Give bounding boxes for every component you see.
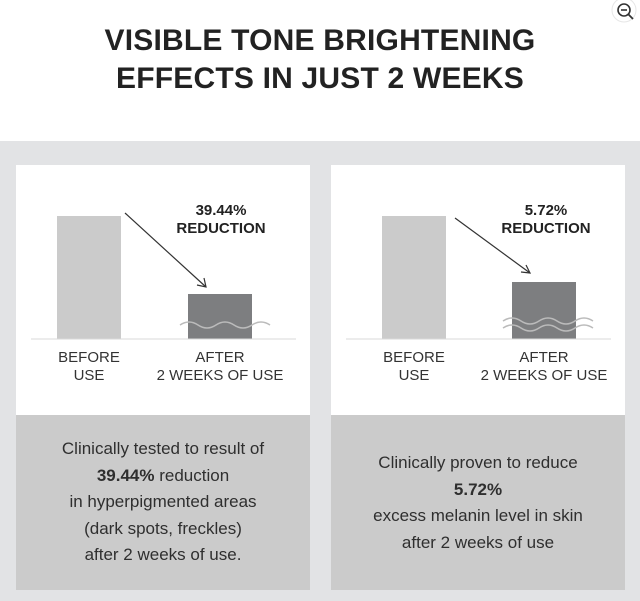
reduction-label: 5.72% REDUCTION [491, 202, 601, 238]
zoom-out-icon [611, 0, 637, 23]
before-label: BEFORE USE [383, 349, 445, 384]
zoom-out-button[interactable] [609, 0, 639, 28]
comparison-chart [31, 212, 296, 340]
arrow-head [196, 277, 207, 288]
bar-before [382, 216, 446, 339]
description-box: Clinically tested to result of 39.44% re… [16, 415, 310, 590]
bar-before [57, 216, 121, 339]
highlight-value: 39.44% [96, 465, 155, 485]
description-text: Clinically tested to result of 39.44% re… [61, 439, 265, 564]
wave-decoration [502, 324, 594, 332]
title-line-2: EFFECTS IN JUST 2 WEEKS [116, 62, 524, 95]
bar-after [188, 294, 252, 339]
wave-decoration [502, 317, 594, 325]
after-label: AFTER 2 WEEKS OF USE [156, 349, 284, 384]
description-box: Clinically proven to reduce 5.72% excess… [331, 415, 625, 590]
after-label: AFTER 2 WEEKS OF USE [480, 349, 608, 384]
card-melanin: 5.72% REDUCTION BEFORE USE AFTER 2 WEEKS… [331, 165, 625, 590]
card-dark-spots: 39.44% REDUCTION BEFORE USE AFTER 2 WEEK… [16, 165, 310, 590]
comparison-chart [346, 216, 611, 340]
description-text: Clinically proven to reduce 5.72% excess… [331, 450, 625, 556]
reduction-text: REDUCTION [176, 220, 266, 237]
wave-decoration [179, 321, 271, 329]
before-label: BEFORE USE [58, 349, 120, 384]
reduction-value: 39.44% [195, 202, 247, 219]
arrow-line [124, 212, 207, 288]
highlight-value: 5.72% [453, 479, 503, 499]
arrow-head [520, 264, 532, 274]
reduction-text: REDUCTION [501, 220, 591, 237]
reduction-label: 39.44% REDUCTION [166, 202, 276, 238]
arrow-line [454, 217, 531, 274]
reduction-value: 5.72% [524, 202, 568, 219]
title-line-1: VISIBLE TONE BRIGHTENING [104, 24, 536, 57]
page-title: VISIBLE TONE BRIGHTENING EFFECTS IN JUST… [0, 22, 640, 98]
